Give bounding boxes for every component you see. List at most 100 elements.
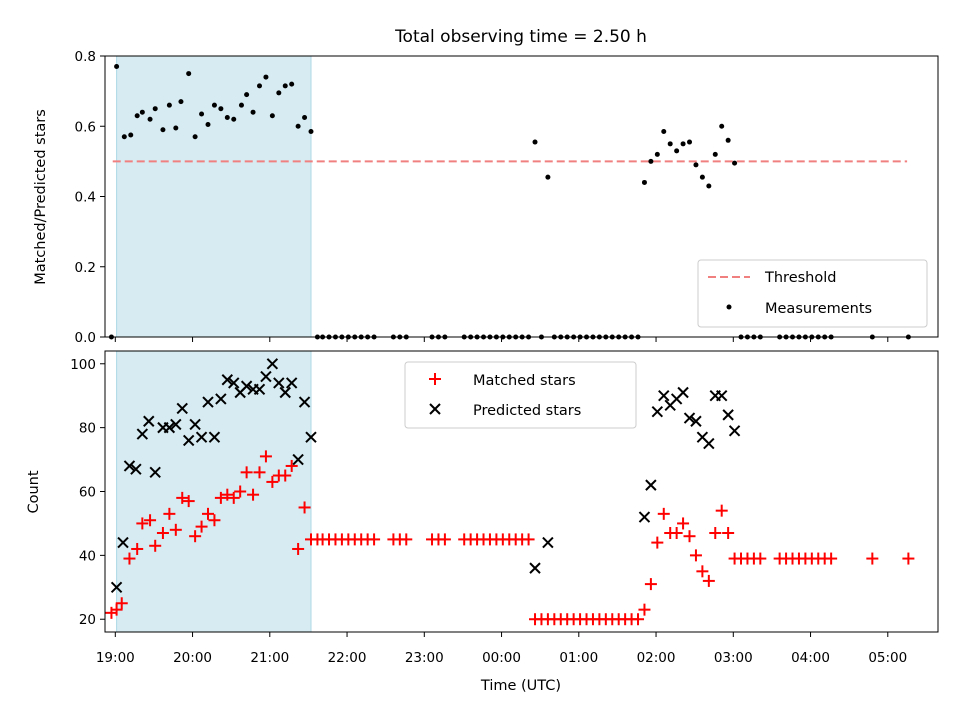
ratio-y-ticks: 0.0 0.2 0.4 0.6 0.8: [75, 49, 105, 346]
predicted-star-point: [683, 412, 696, 424]
matched-star-point: [182, 495, 195, 508]
matched-star-point: [195, 520, 208, 533]
y-tick-label: 100: [70, 357, 96, 373]
predicted-star-point: [170, 418, 182, 431]
matched-star-point: [670, 527, 683, 540]
x-tick-label: 02:00: [637, 650, 676, 666]
count-panel-shaded-span: [116, 350, 312, 633]
predicted-star-point: [638, 511, 651, 523]
matched-star-point: [702, 574, 715, 587]
measurement-point: [244, 92, 250, 98]
matched-star-point: [368, 533, 381, 546]
y-tick-label: 40: [79, 548, 96, 564]
matched-star-point: [632, 613, 645, 626]
measurement-point: [205, 121, 211, 127]
measurement-point: [147, 116, 153, 122]
predicted-star-point: [215, 393, 227, 405]
measurement-point: [289, 81, 295, 87]
predicted-star-point: [202, 396, 214, 408]
predicted-star-point: [305, 431, 317, 443]
predicted-star-point: [189, 418, 201, 431]
measurements-legend-marker: [726, 304, 732, 310]
measurement-point: [218, 106, 224, 112]
matched-star-point: [208, 514, 221, 527]
measurement-point: [199, 111, 205, 117]
measurements-legend-label: Measurements: [765, 301, 872, 317]
matched-star-point: [115, 597, 128, 610]
matched-star-point: [722, 527, 735, 540]
x-tick-label: 19:00: [96, 650, 135, 666]
predicted-star-point: [703, 437, 715, 450]
predicted-star-point: [253, 383, 266, 396]
predicted-star-point: [182, 434, 195, 447]
measurement-point: [152, 106, 158, 112]
matched-star-point: [709, 527, 722, 540]
matched-star-point: [149, 539, 162, 552]
predicted-legend-marker: [429, 403, 441, 415]
matched-star-point: [259, 450, 272, 463]
matched-star-point: [189, 530, 202, 543]
predicted-stars-points: [110, 358, 741, 594]
x-tick-label: 03:00: [714, 650, 753, 666]
measurement-point: [680, 141, 686, 147]
x-tick-label: 21:00: [250, 650, 289, 666]
measurement-point: [302, 114, 308, 120]
measurement-point: [667, 141, 673, 147]
matched-star-point: [298, 501, 311, 514]
x-tick-label: 23:00: [405, 650, 444, 666]
predicted-star-point: [529, 562, 541, 574]
predicted-star-point: [722, 409, 734, 421]
count-y-axis-label: Count: [26, 470, 42, 513]
ratio-legend-box: [697, 259, 928, 328]
matched-star-point: [825, 552, 838, 565]
measurement-point: [276, 90, 282, 96]
measurement-point: [545, 174, 551, 180]
x-tick-label: 00:00: [482, 650, 521, 666]
y-tick-label: 0.6: [75, 119, 96, 135]
matched-star-point: [176, 491, 189, 504]
predicted-star-point: [123, 460, 136, 472]
measurement-point: [173, 125, 179, 131]
y-tick-label: 20: [79, 612, 96, 628]
measurement-point: [134, 113, 140, 119]
matched-star-point: [136, 517, 149, 530]
predicted-star-point: [285, 377, 298, 389]
measurement-point: [674, 148, 680, 154]
measurement-point: [706, 183, 712, 189]
ratio-x-ticks: [114, 337, 889, 342]
predicted-star-point: [298, 396, 311, 408]
predicted-star-point: [690, 415, 702, 427]
measurement-point: [192, 134, 198, 140]
count-x-ticks: 19:00 20:00 21:00 22:00 23:00 00:00 01:00 02:00…: [96, 632, 907, 666]
matched-star-point: [438, 533, 451, 546]
predicted-star-point: [143, 415, 155, 427]
matched-star-point: [683, 530, 696, 543]
predicted-star-point: [651, 405, 664, 418]
predicted-star-point: [117, 536, 129, 549]
x-tick-label: 04:00: [791, 650, 830, 666]
matched-star-point: [866, 552, 879, 565]
predicted-star-point: [176, 402, 188, 415]
measurement-point: [263, 74, 269, 80]
matched-star-point: [754, 552, 767, 565]
measurement-point: [224, 114, 230, 120]
measurement-point: [211, 102, 217, 108]
x-tick-label: 20:00: [173, 650, 212, 666]
measurement-point: [295, 123, 301, 129]
predicted-star-point: [273, 377, 285, 389]
predicted-star-point: [149, 466, 161, 479]
measurement-point: [282, 83, 288, 89]
predicted-legend-label: Predicted stars: [473, 403, 581, 419]
matched-star-point: [247, 488, 260, 501]
x-axis-label: Time (UTC): [480, 678, 561, 694]
matched-star-point: [156, 527, 169, 540]
measurement-point: [231, 116, 237, 122]
y-tick-label: 80: [79, 421, 96, 437]
matched-star-point: [266, 475, 279, 488]
measurement-point: [532, 139, 538, 145]
x-tick-label: 22:00: [328, 650, 367, 666]
measurement-point: [661, 129, 667, 135]
matched-star-point: [240, 466, 253, 479]
matched-legend-label: Matched stars: [473, 373, 576, 389]
